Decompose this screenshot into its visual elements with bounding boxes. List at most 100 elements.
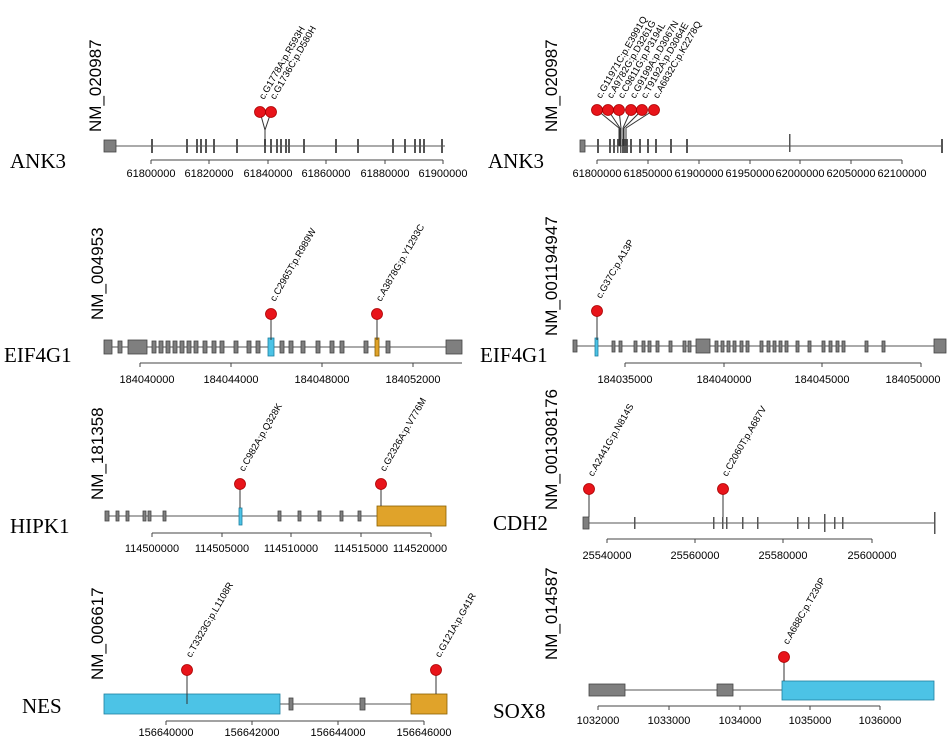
mutation-marker[interactable] <box>717 483 729 495</box>
mutation-marker[interactable] <box>602 104 614 116</box>
tick-label: 61900000 <box>419 168 468 180</box>
tick-label: 156642000 <box>224 727 279 739</box>
tick-label: 62100000 <box>878 168 927 180</box>
tick-label: 61880000 <box>361 168 410 180</box>
mutation-marker[interactable] <box>778 651 790 663</box>
exon-group <box>104 510 362 522</box>
genome-axis: 184035000 184040000 184045000 184050000 <box>597 362 941 386</box>
exon-group <box>634 512 936 534</box>
gene-name: EIF4G1 <box>480 343 548 367</box>
tick-label: 25600000 <box>848 550 897 562</box>
tick-label: 114505000 <box>195 543 249 555</box>
exon <box>588 683 626 697</box>
utr-region <box>594 337 599 357</box>
mutation-label: c.T3323G:p.L1108R <box>184 580 236 659</box>
tick-label: 184035000 <box>597 374 652 386</box>
mutation-label: c.A2441G:p.N814S <box>586 402 636 478</box>
tick-label: 114500000 <box>125 543 179 555</box>
tick-label: 25580000 <box>759 550 808 562</box>
panel-ank3-right: ANK3 NM_020987 61800000 61850000 6190000… <box>488 15 943 180</box>
mutation-marker[interactable] <box>625 104 637 116</box>
mutation-label: c.A3878G:p.Y1293C <box>374 222 427 303</box>
mutation-marker[interactable] <box>636 104 648 116</box>
tick-label: 184044000 <box>203 374 258 386</box>
mutation-marker[interactable] <box>648 104 660 116</box>
tick-label: 1033000 <box>648 715 691 727</box>
mutation-marker[interactable] <box>265 106 277 118</box>
genome-axis: 114500000 114505000 114510000 114515000 … <box>125 532 447 555</box>
mutation-marker[interactable] <box>181 664 193 676</box>
tick-label: 156646000 <box>396 727 451 739</box>
utr-region <box>374 337 380 357</box>
panel-sox8: SOX8 NM_014587 1032000 1033000 1034000 1… <box>493 567 935 727</box>
tick-label: 1034000 <box>719 715 762 727</box>
gene-name: NES <box>22 694 62 718</box>
tick-label: 114515000 <box>334 543 388 555</box>
exon <box>579 139 586 153</box>
mutation-marker[interactable] <box>371 308 383 320</box>
genome-axis: 1032000 1033000 1034000 1035000 1036000 <box>577 705 902 727</box>
tick-label: 61800000 <box>127 168 176 180</box>
tick-label: 1032000 <box>577 715 620 727</box>
tick-label: 184045000 <box>794 374 849 386</box>
utr-region <box>238 507 243 526</box>
tick-label: 1035000 <box>789 715 832 727</box>
gene-name: HIPK1 <box>10 514 70 538</box>
exon-group <box>597 134 943 153</box>
exon-group <box>103 339 463 355</box>
tick-label: 25560000 <box>671 550 720 562</box>
mutation-lollipops: c.G1778A:p.R593H c.G1736C:p.D580H <box>254 24 319 146</box>
tick-label: 61850000 <box>624 168 673 180</box>
gene-name: CDH2 <box>493 511 548 535</box>
exon <box>103 139 117 153</box>
utr-region <box>267 337 275 357</box>
mutation-label: c.G121A:p.G41R <box>433 591 479 659</box>
transcript-id: NM_001308176 <box>542 389 561 510</box>
mutation-lollipops: c.A688C:p.T230P <box>778 576 828 681</box>
mutation-marker[interactable] <box>265 308 277 320</box>
genome-axis: 184040000 184044000 184048000 184052000 <box>119 362 462 386</box>
exon <box>359 697 366 711</box>
tick-label: 62050000 <box>827 168 876 180</box>
transcript-id: NM_020987 <box>86 39 105 132</box>
tick-label: 61840000 <box>244 168 293 180</box>
transcript-id: NM_006617 <box>88 587 107 680</box>
tick-label: 61860000 <box>302 168 351 180</box>
mutation-label: c.G2326A:p.V776M <box>378 396 429 473</box>
mutation-lollipops: c.T3323G:p.L1108R c.G121A:p.G41R <box>181 580 479 704</box>
exon <box>582 516 590 530</box>
mutation-label: c.A688C:p.T230P <box>781 576 828 646</box>
utr-region <box>410 693 448 715</box>
gene-name: ANK3 <box>488 149 544 173</box>
mutation-marker[interactable] <box>254 106 266 118</box>
mutation-label: c.C2965T:p.R989W <box>268 227 319 304</box>
transcript-id: NM_001194947 <box>542 216 561 336</box>
tick-label: 184040000 <box>696 374 751 386</box>
mutation-lollipops: c.G11971C:p.E3991Q c.A9782G:p.D3261G c.C… <box>591 15 704 146</box>
mutation-marker[interactable] <box>430 664 442 676</box>
utr-region <box>376 505 447 527</box>
gene-name: ANK3 <box>10 149 66 173</box>
tick-label: 25540000 <box>583 550 632 562</box>
tick-label: 184050000 <box>885 374 940 386</box>
tick-label: 61950000 <box>726 168 775 180</box>
tick-label: 156640000 <box>138 727 193 739</box>
exon-group <box>151 139 443 153</box>
tick-label: 61800000 <box>573 168 622 180</box>
mutation-marker[interactable] <box>591 305 603 317</box>
panel-ank3-left: ANK3 NM_020987 61800000 61820000 6184000… <box>10 24 467 180</box>
mutation-lollipops: c.G37C:p.A13P <box>591 238 637 340</box>
tick-label: 1036000 <box>859 715 902 727</box>
mutation-marker[interactable] <box>375 478 387 490</box>
mutation-marker[interactable] <box>613 104 625 116</box>
panel-hipk1: HIPK1 NM_181358 114500000 114505000 1145… <box>10 396 447 555</box>
tick-label: 114520000 <box>393 543 447 555</box>
tick-label: 61820000 <box>185 168 234 180</box>
mutation-marker[interactable] <box>234 478 246 490</box>
tick-label: 184040000 <box>119 374 174 386</box>
genome-axis: 61800000 61850000 61900000 61950000 6200… <box>573 159 927 180</box>
transcript-id: NM_181358 <box>88 407 107 500</box>
mutation-marker[interactable] <box>591 104 603 116</box>
mutation-marker[interactable] <box>583 483 595 495</box>
mutation-label: c.C2060T:p.A687V <box>720 404 769 479</box>
